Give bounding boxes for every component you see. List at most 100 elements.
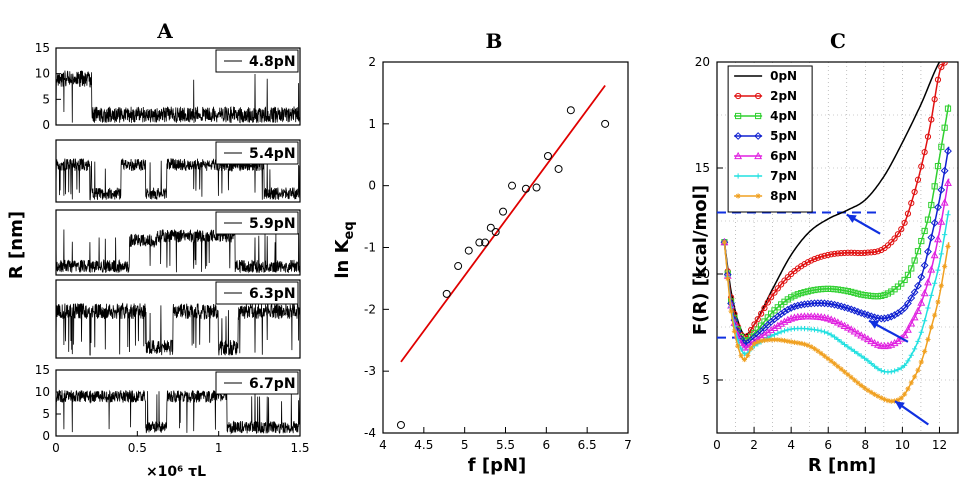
panel-c-series-3-marker xyxy=(904,299,912,308)
panel-c-series-4-marker xyxy=(857,331,866,339)
panel-c-series-3-marker xyxy=(927,233,936,242)
panel-c-series-4-marker xyxy=(914,306,922,314)
panel-c-series-3-marker xyxy=(790,302,799,311)
panel-c-series-3-marker xyxy=(920,261,929,270)
panel-c-series-5-marker xyxy=(855,351,861,357)
panel-c-series-4-marker xyxy=(767,325,776,334)
panel-a-legend-label-0: 4.8pN xyxy=(249,54,296,70)
panel-c-series-2-marker xyxy=(878,292,885,299)
panel-c-series-5-marker xyxy=(912,346,918,352)
panel-c-title: C xyxy=(830,29,846,53)
panel-c-series-6-marker xyxy=(745,352,751,359)
panel-c-series-1-marker xyxy=(774,285,781,292)
panel-c-series-2-marker xyxy=(824,285,831,292)
panel-c-ytick-2: 15 xyxy=(695,161,710,175)
panel-c-series-5-marker xyxy=(831,334,838,340)
panel-c-series-2-marker xyxy=(804,288,811,295)
panel-b-title: B xyxy=(486,29,503,53)
panel-c-series-6-marker xyxy=(775,337,781,343)
panel-c-series-1-marker xyxy=(918,163,925,170)
panel-c-series-2-marker xyxy=(921,227,928,235)
panel-c-series-3-marker xyxy=(934,203,942,212)
panel-c-series-3-marker xyxy=(910,288,919,297)
panel-a-trace-4 xyxy=(55,389,301,435)
panel-c-series-5-marker xyxy=(928,292,934,298)
panel-c-series-2-marker xyxy=(901,276,908,284)
panel-c-series-6-marker xyxy=(791,339,798,345)
panel-c-series-6-marker xyxy=(932,312,938,318)
panel-c-series-3-marker xyxy=(924,247,932,256)
panel-b-ylabel-main: ln K xyxy=(332,238,353,278)
panel-a-legend-label-1: 5.4pN xyxy=(249,146,296,162)
panel-c-series-5-marker xyxy=(861,355,868,361)
panel-a-ytick-0-0: 0 xyxy=(42,118,50,132)
panel-c-series-1-marker xyxy=(884,242,892,249)
panel-c-series-1-marker xyxy=(838,250,845,257)
panel-c-series-6-marker xyxy=(915,367,921,373)
panel-c-series-1-marker xyxy=(854,249,861,257)
panel-c-series-2-marker xyxy=(794,291,801,298)
panel-a-xtick-3: 1.5 xyxy=(290,441,309,455)
panel-c-series-6-marker xyxy=(748,345,754,351)
panel-c-series-6-marker xyxy=(788,339,794,345)
panel-a-xtick-1: 0.5 xyxy=(128,441,147,455)
panel-c-series-6-marker xyxy=(905,386,911,392)
panel-c-series-3-marker xyxy=(807,299,816,308)
panel-c-series-6-marker xyxy=(818,350,824,357)
panel-c-series-6-marker xyxy=(731,328,738,334)
panel-b-point-12 xyxy=(543,151,552,160)
panel-c-series-6-marker xyxy=(938,283,944,289)
panel-c-series-1-marker xyxy=(914,176,922,183)
panel-c-series-6-marker xyxy=(765,337,771,343)
panel-c-series-6-marker xyxy=(945,243,951,250)
panel-c-series-6-marker xyxy=(902,391,908,397)
panel-c-legend-marker-5-b xyxy=(755,173,761,179)
panel-c-series-4-marker xyxy=(827,315,836,323)
panel-c-series-3-marker xyxy=(900,304,909,312)
panel-c-series-5-marker xyxy=(918,329,924,335)
panel-c-series-4-marker xyxy=(863,334,872,343)
panel-a-ytick-4-3: 15 xyxy=(35,363,50,377)
panel-c-series-1-marker xyxy=(911,188,918,196)
panel-c-series-1-marker xyxy=(814,254,821,261)
panel-c-series-1-marker xyxy=(831,250,838,257)
panel-c-curves xyxy=(720,62,952,404)
panel-c-series-4-marker xyxy=(937,217,946,225)
panel-c-series-4-marker xyxy=(867,336,876,345)
panel-b-point-14 xyxy=(566,106,575,115)
panel-c-series-6-marker xyxy=(815,348,821,354)
panel-c-series-3-marker xyxy=(880,314,889,323)
panel-c-ylabel: F(R) [kcal/mol] xyxy=(690,185,711,335)
panel-c-series-2-marker xyxy=(791,292,798,299)
panel-c-series-3-marker xyxy=(787,304,796,312)
panel-c-series-6-marker xyxy=(942,263,948,270)
panel-c-series-6-marker xyxy=(738,353,744,359)
panel-c-series-1-marker xyxy=(824,251,831,259)
panel-c-series-1-marker xyxy=(938,64,945,71)
panel-c-series-4-marker xyxy=(930,250,939,259)
panel-c-series-2-marker xyxy=(751,329,758,337)
panel-c-series-6-marker xyxy=(935,299,941,305)
panel-c-series-4-marker xyxy=(873,340,882,348)
panel-b-point-5 xyxy=(481,238,490,247)
panel-c-series-2-marker xyxy=(918,237,925,245)
panel-c-series-6-marker xyxy=(801,341,808,347)
panel-c-series-6-marker xyxy=(838,366,844,372)
panel-c-series-1-marker xyxy=(921,149,928,156)
panel-a-trace-2 xyxy=(55,229,301,274)
panel-c-series-2-marker xyxy=(908,265,915,272)
panel-c-legend-marker-3 xyxy=(734,132,743,140)
panel-c-series-5-marker xyxy=(922,318,928,324)
panel-c-series-3-marker xyxy=(887,312,896,321)
panel-c-series-1-marker xyxy=(758,310,765,317)
panel-c-series-1-marker xyxy=(928,116,935,123)
panel-c-series-6-marker xyxy=(761,337,768,343)
panel-c-series-4-marker xyxy=(823,314,832,322)
panel-b-ytick-6: 2 xyxy=(368,55,376,69)
panel-b: 4 4.5 5 5.5 6 6.5 7 -4 -3 -2 -1 0 1 2 xyxy=(364,55,632,452)
panel-c-series-1-marker xyxy=(761,304,768,312)
panel-c-series-5-marker xyxy=(825,330,831,336)
panel-c-series-6-marker xyxy=(908,380,914,386)
panel-c-series-1-marker xyxy=(864,249,872,256)
panel-c-series-5-marker xyxy=(785,327,791,333)
